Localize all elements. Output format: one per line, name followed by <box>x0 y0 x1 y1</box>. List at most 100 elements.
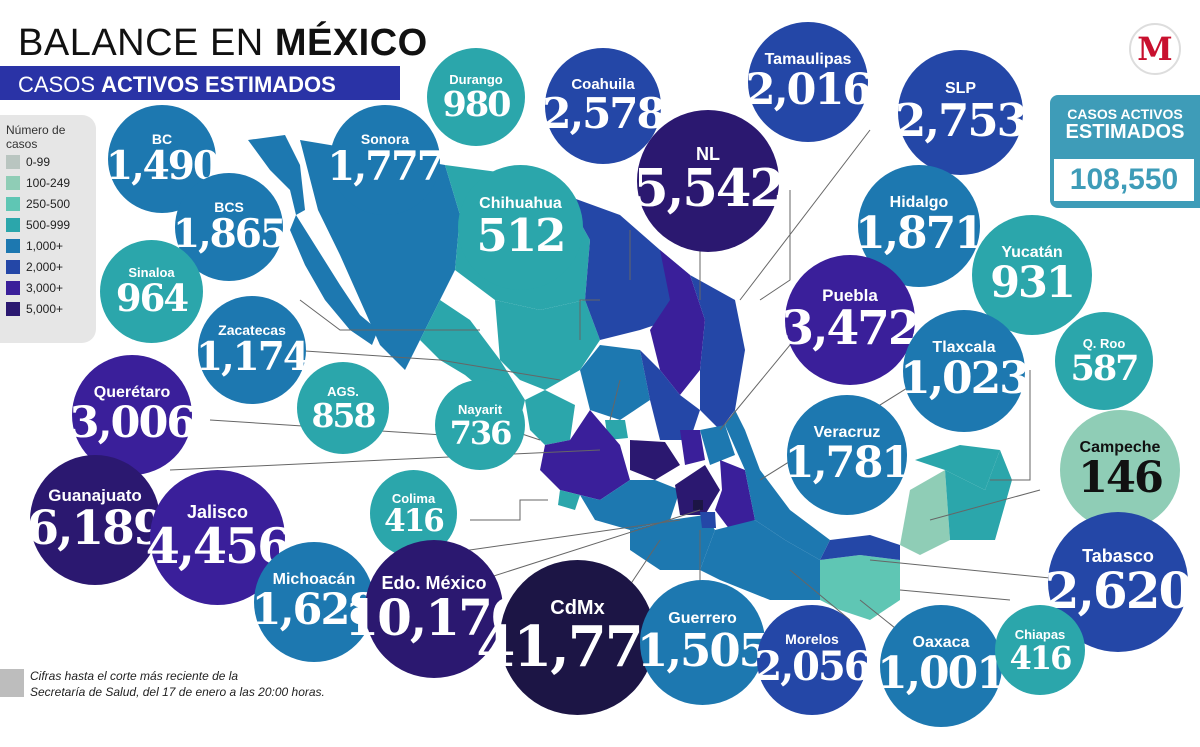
state-name: Durango <box>449 72 503 87</box>
state-value: 1,023 <box>900 353 1030 404</box>
state-bubble-queretaro: Querétaro 3,006 <box>70 355 196 475</box>
state-value: 980 <box>442 84 511 125</box>
legend-swatch <box>6 238 20 253</box>
state-name: Veracruz <box>813 424 881 441</box>
state-name: Sonora <box>360 131 410 147</box>
state-name: BC <box>151 131 173 147</box>
state-bubble-slp: SLP 2,753 <box>895 50 1028 175</box>
state-bubble-bc: BC 1,490 <box>106 105 220 213</box>
state-value: 2,056 <box>754 643 871 690</box>
state-name: NL <box>696 144 720 164</box>
subtitle-bar <box>0 66 400 100</box>
state-name: Puebla <box>822 286 878 305</box>
state-value: 1,174 <box>195 334 310 380</box>
state-bubble-campeche: Campeche 146 <box>1060 410 1180 530</box>
state-name: CdMx <box>550 597 605 619</box>
state-bubble-zacatecas: Zacatecas 1,174 <box>196 296 310 404</box>
state-name: Zacatecas <box>218 322 286 338</box>
state-bubble-sinaloa: Sinaloa 964 <box>100 240 203 343</box>
state-value: 146 <box>1078 453 1164 503</box>
state-name: Jalisco <box>186 502 249 522</box>
state-name: Colima <box>391 491 436 506</box>
state-name: Querétaro <box>93 384 171 401</box>
state-name: Sinaloa <box>128 265 175 280</box>
page-subtitle: CASOS ACTIVOS ESTIMADOS <box>18 72 336 97</box>
state-name: Nayarit <box>457 402 503 417</box>
svg-text:M: M <box>1137 30 1172 68</box>
state-shape-cdmx <box>693 500 703 510</box>
state-bubble-q-roo: Q. Roo 587 <box>1055 312 1153 410</box>
legend-label: 500-999 <box>26 217 71 232</box>
page-title: BALANCE EN MÉXICO <box>18 22 428 64</box>
total-label: CASOS ACTIVOS ESTIMADOS <box>1065 106 1185 143</box>
state-name: Yucatán <box>1001 244 1063 261</box>
state-shape-oaxaca <box>700 520 820 600</box>
state-bubble-michoacan: Michoacán 1,628 <box>252 542 378 662</box>
state-value: 1,505 <box>637 624 770 677</box>
legend-swatch <box>6 175 20 190</box>
state-bubble-nayarit: Nayarit 736 <box>435 380 525 470</box>
state-value: 1,781 <box>784 438 912 488</box>
state-name: Chihuahua <box>479 195 562 212</box>
state-value: 3,006 <box>69 398 197 448</box>
state-bubble-tamaulipas: Tamaulipas 2,016 <box>746 22 872 142</box>
state-value: 512 <box>476 209 567 262</box>
legend-item: 5,000+ <box>6 298 96 319</box>
state-bubble-puebla: Puebla 3,472 <box>781 255 921 385</box>
state-name: Morelos <box>785 631 839 647</box>
state-value: 6,189 <box>26 501 165 556</box>
state-value: 1,001 <box>877 648 1007 699</box>
state-value: 736 <box>449 414 513 452</box>
state-bubble-guanajuato: Guanajuato 6,189 <box>26 455 166 585</box>
state-shape-qroo <box>945 450 1012 540</box>
state-value: 416 <box>384 503 445 539</box>
state-shape-chiapas <box>820 555 900 620</box>
state-bubble-oaxaca: Oaxaca 1,001 <box>877 605 1007 727</box>
state-bubble-guerrero: Guerrero 1,505 <box>637 580 770 705</box>
legend-item: 2,000+ <box>6 256 96 277</box>
state-bubble-durango: Durango 980 <box>427 48 525 146</box>
state-value: 2,753 <box>895 94 1028 147</box>
state-shape-queretaro <box>680 430 705 465</box>
state-shape-jalisco <box>540 410 630 500</box>
state-bubble-veracruz: Veracruz 1,781 <box>785 395 911 515</box>
state-shape-puebla <box>715 460 755 530</box>
leader-lines <box>169 129 1071 641</box>
state-bubble-chihuahua: Chihuahua 512 <box>458 165 583 290</box>
state-name: Hidalgo <box>889 194 949 211</box>
state-bubble-edo-mexico: Edo. México 10,170 <box>344 540 526 678</box>
state-name: Michoacán <box>272 571 356 588</box>
state-value: 964 <box>115 276 189 320</box>
legend-swatch <box>6 259 20 274</box>
state-value: 931 <box>990 258 1076 308</box>
state-value: 2,620 <box>1044 561 1194 620</box>
state-bubble-tlaxcala: Tlaxcala 1,023 <box>900 310 1030 432</box>
footnote-marker <box>0 669 24 697</box>
milenio-logo: M <box>1129 23 1181 75</box>
legend-label: 250-500 <box>26 196 71 211</box>
legend-swatch <box>6 217 20 232</box>
state-name: Guanajuato <box>48 486 142 505</box>
state-value: 1,628 <box>251 585 379 635</box>
footnote: Cifras hasta el corte más reciente de la… <box>30 669 325 699</box>
state-shape-slp <box>640 350 700 440</box>
legend-label: 1,000+ <box>26 238 64 253</box>
state-shape-veracruz <box>725 410 830 560</box>
state-value: 1,865 <box>172 211 287 257</box>
state-name: Tabasco <box>1082 546 1154 566</box>
state-shape-yucatan <box>915 445 1000 490</box>
state-shape-bcs <box>290 215 378 345</box>
state-shape-colima <box>558 490 580 510</box>
state-shape-bc <box>248 135 305 215</box>
state-shape-campeche <box>900 470 950 555</box>
state-name: AGS. <box>327 384 359 399</box>
state-bubble-ags: AGS. 858 <box>297 362 389 454</box>
legend-label: 2,000+ <box>26 259 64 274</box>
state-name: SLP <box>944 80 977 97</box>
map-shapes <box>248 135 1012 620</box>
state-shape-durango <box>495 300 600 390</box>
state-name: BCS <box>214 199 244 215</box>
state-name: Tamaulipas <box>764 51 852 68</box>
state-shape-guerrero <box>630 515 715 570</box>
